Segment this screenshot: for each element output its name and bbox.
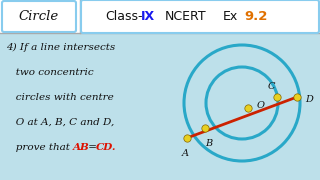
Text: Class-: Class- bbox=[105, 10, 142, 23]
Text: two concentric: two concentric bbox=[6, 68, 94, 77]
Text: Ex: Ex bbox=[223, 10, 238, 23]
Point bbox=[203, 127, 208, 129]
Text: CD.: CD. bbox=[96, 143, 116, 152]
Point bbox=[294, 96, 300, 98]
Point bbox=[184, 137, 189, 140]
Text: circles with centre: circles with centre bbox=[6, 93, 114, 102]
FancyBboxPatch shape bbox=[81, 0, 319, 33]
Text: C: C bbox=[268, 82, 275, 91]
FancyBboxPatch shape bbox=[2, 1, 76, 32]
Text: O: O bbox=[257, 102, 265, 111]
Text: A: A bbox=[181, 149, 188, 158]
Text: prove that: prove that bbox=[6, 143, 73, 152]
Text: B: B bbox=[205, 139, 212, 148]
Text: O at A, B, C and D,: O at A, B, C and D, bbox=[6, 118, 114, 127]
Text: 9.2: 9.2 bbox=[244, 10, 268, 23]
Text: Circle: Circle bbox=[19, 10, 59, 23]
Point bbox=[245, 107, 251, 109]
Text: D: D bbox=[305, 94, 313, 103]
Text: 4) If a line intersects: 4) If a line intersects bbox=[6, 43, 115, 52]
Text: NCERT: NCERT bbox=[165, 10, 207, 23]
Bar bbox=[0, 0, 320, 33]
Point bbox=[275, 96, 280, 98]
Text: =: = bbox=[85, 143, 100, 152]
Text: IX: IX bbox=[141, 10, 155, 23]
Text: AB: AB bbox=[73, 143, 90, 152]
